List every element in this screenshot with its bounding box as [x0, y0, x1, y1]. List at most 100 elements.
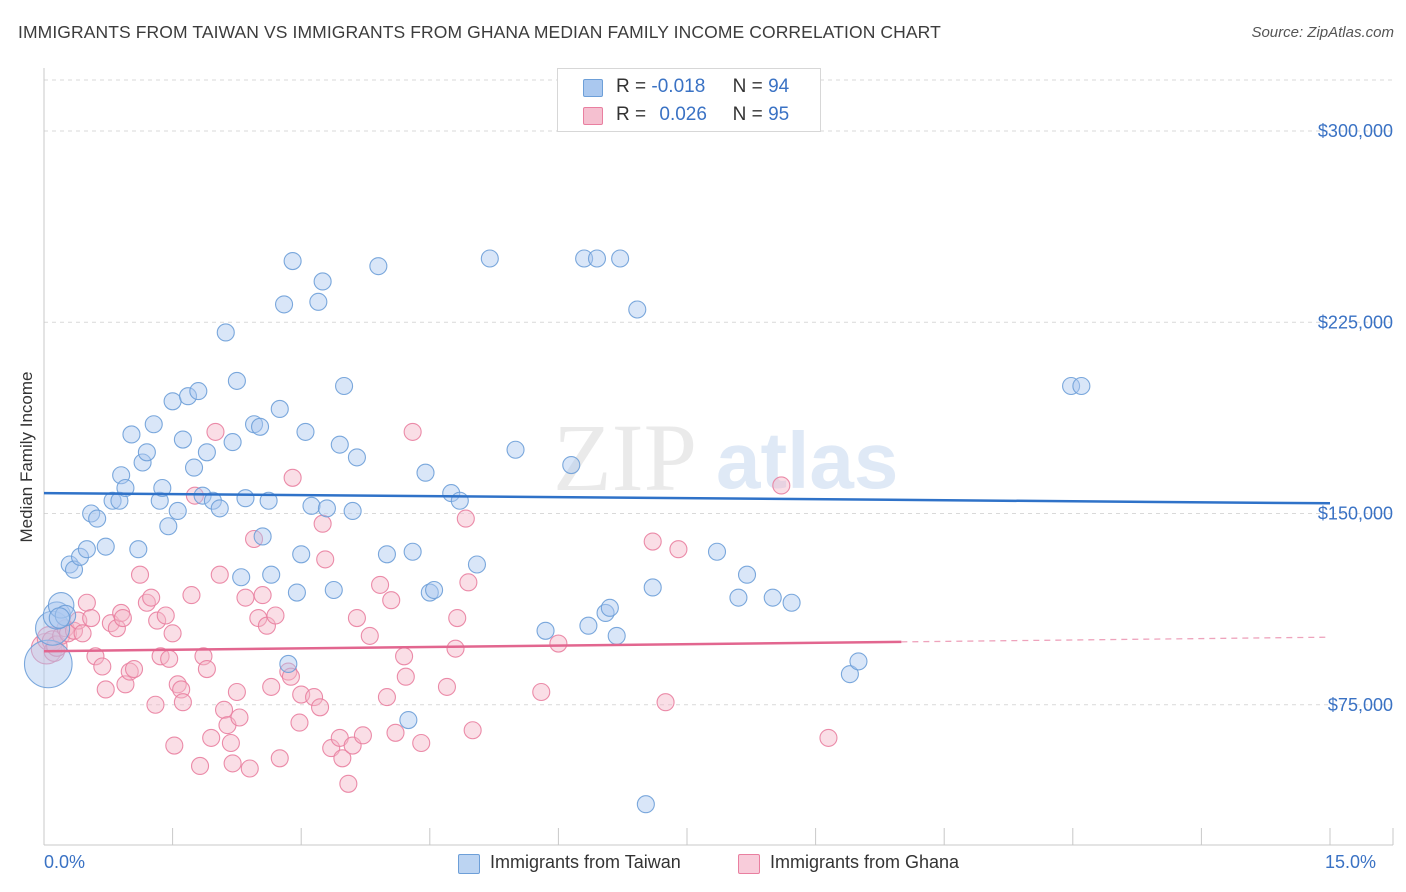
taiwan-point — [840, 665, 859, 684]
ghana-point — [160, 649, 179, 668]
ghana-point — [148, 611, 167, 630]
ghana-point — [279, 662, 298, 681]
axes — [43, 68, 1394, 846]
ghana-point — [347, 608, 366, 628]
ghana-point — [156, 606, 175, 625]
ghana-point — [206, 422, 225, 441]
x-axis-max-label: 15.0% — [1325, 852, 1377, 872]
ghana-point — [142, 588, 161, 607]
ghana-point — [230, 708, 249, 727]
ghana-point — [456, 509, 475, 528]
y-tick-label: $300,000 — [1318, 121, 1393, 141]
ghana-point — [549, 634, 568, 653]
taiwan-point — [343, 501, 362, 521]
taiwan-point — [223, 433, 242, 452]
bottom-legend-swatch-ghana — [738, 854, 760, 874]
taiwan-point — [270, 399, 289, 419]
ghana-point — [210, 565, 229, 584]
taiwan-point — [296, 422, 315, 441]
taiwan-point — [168, 501, 187, 521]
ghana-point — [236, 588, 255, 607]
ghana-point — [532, 682, 551, 702]
taiwan-point — [77, 540, 96, 559]
x-axis-min-label: 0.0% — [44, 852, 86, 872]
taiwan-point — [763, 588, 782, 607]
taiwan-point — [232, 568, 251, 587]
taiwan-point — [506, 440, 525, 459]
taiwan-point — [575, 249, 594, 268]
ghana-point — [353, 726, 372, 745]
ghana-point — [371, 575, 390, 594]
watermark-atlas: atlas — [716, 416, 898, 505]
ghana-point — [283, 468, 302, 487]
ghana-point — [333, 749, 352, 768]
legend-r-value-ghana: 0.026 — [659, 104, 707, 125]
taiwan-point — [197, 443, 216, 462]
taiwan-point — [210, 499, 229, 518]
taiwan-point — [82, 504, 101, 523]
ghana-point — [311, 698, 330, 717]
legend-r-value-taiwan: -0.018 — [651, 76, 706, 97]
ghana-point — [656, 693, 675, 712]
taiwan-point — [103, 491, 122, 510]
watermark-zip: ZIP — [553, 404, 697, 511]
ghana-point — [412, 733, 431, 753]
y-tick-labels: $75,000 $150,000 $225,000 $300,000 — [1318, 121, 1393, 715]
taiwan-point — [250, 417, 270, 436]
ghana-point — [403, 422, 422, 441]
ghana-point — [130, 565, 150, 584]
taiwan-point — [636, 795, 655, 814]
ghana-point — [377, 688, 396, 707]
y-tick-label: $75,000 — [1328, 695, 1393, 715]
taiwan-point — [302, 496, 321, 515]
ghana-point — [86, 647, 105, 666]
taiwan-point — [324, 580, 343, 600]
ghana-point — [221, 733, 240, 753]
legend-n-label: N = — [732, 104, 763, 125]
ghana-point — [819, 728, 838, 747]
ghana-point — [190, 756, 210, 776]
taiwan-point — [607, 626, 626, 645]
ghana-point — [448, 608, 467, 628]
taiwan-point — [236, 489, 255, 508]
ghana-point — [463, 721, 482, 740]
taiwan-point — [335, 376, 354, 396]
taiwan-point — [849, 652, 868, 671]
taiwan-point — [403, 542, 422, 561]
ghana-point — [316, 550, 335, 569]
legend-swatch-ghana — [583, 107, 603, 125]
ghana-point — [96, 680, 115, 699]
ghana-trend-line — [43, 640, 902, 653]
ghana-point — [253, 586, 272, 605]
taiwan-trend-line — [43, 491, 1331, 505]
bottom-legend-label-ghana: Immigrants from Ghana — [770, 852, 960, 872]
taiwan-point — [536, 621, 555, 640]
ghana-point — [382, 591, 401, 610]
ghana-point — [202, 728, 221, 747]
ghana-point — [437, 677, 456, 696]
ghana-point — [339, 774, 358, 793]
ghana-point — [270, 749, 289, 768]
ghana-point — [266, 606, 285, 625]
taiwan-point — [259, 491, 278, 510]
legend-n-value-taiwan: 94 — [768, 76, 790, 97]
taiwan-point — [611, 249, 630, 268]
taiwan-point — [643, 578, 662, 597]
correlation-legend: R = -0.018 N = 94 R = 0.026 N = 95 — [557, 68, 821, 132]
ghana-point — [146, 695, 165, 714]
ghana-point — [313, 514, 332, 533]
taiwan-point — [480, 249, 499, 268]
taiwan-point — [1072, 376, 1091, 396]
y-axis-title: Median Family Income — [17, 371, 36, 543]
ghana-point — [227, 682, 246, 702]
taiwan-point — [416, 463, 435, 482]
taiwan-point — [122, 425, 141, 444]
taiwan-point — [189, 382, 208, 401]
taiwan-point — [163, 392, 182, 411]
taiwan-point — [173, 430, 192, 449]
taiwan-point — [600, 598, 619, 617]
ghana-point — [262, 677, 281, 696]
taiwan-point — [628, 300, 647, 319]
taiwan-point — [587, 249, 607, 268]
